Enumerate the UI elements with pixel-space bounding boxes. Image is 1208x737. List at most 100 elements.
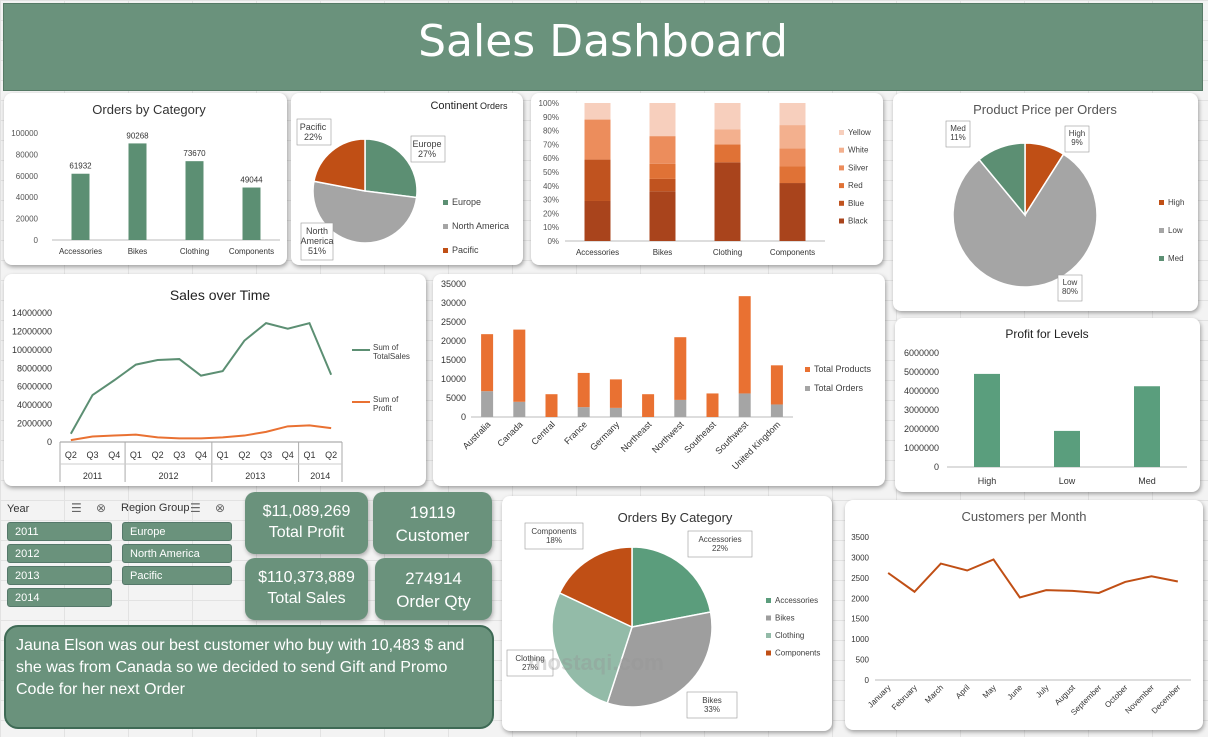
clear-filter-icon[interactable]: ⊗	[215, 501, 226, 515]
x-tick-label: Q3	[260, 450, 272, 460]
y-tick-label: 2000	[851, 594, 869, 603]
x-tick-label: June	[1006, 683, 1025, 702]
y-tick-label: 90%	[543, 113, 559, 122]
data-label: North America 51%	[300, 226, 333, 256]
y-tick-label: 10000000	[12, 345, 52, 355]
watermark: mostaqi.com	[528, 650, 664, 675]
y-tick-label: 80%	[543, 127, 559, 136]
continent-legend-swatch	[443, 224, 448, 229]
x-tick-label: Q2	[325, 450, 337, 460]
orders-by-category-pie-card[interactable]: Orders By Category Accessories 22% Bikes 33%…	[502, 496, 832, 731]
bar-segment	[577, 407, 590, 417]
customers-per-month-card[interactable]: Customers per Month 0 500 1000 1500 2000 2500 3…	[845, 500, 1203, 730]
continent-legend-label: Pacific	[452, 245, 479, 255]
obcpie-legend-label: Components	[775, 649, 820, 658]
x-tick-label: December	[1150, 683, 1183, 716]
clear-filter-icon[interactable]: ⊗	[96, 501, 107, 515]
customer-kpi: 19119 Customer	[373, 492, 492, 554]
bar-segment	[609, 407, 622, 417]
y-tick-label: 2000000	[17, 419, 52, 429]
slicer-region-north-america[interactable]: North America	[122, 544, 232, 563]
slicer-region-pacific[interactable]: Pacific	[122, 566, 232, 585]
color-legend-swatch	[839, 200, 844, 206]
bar-segment	[738, 393, 751, 417]
multiselect-icon[interactable]: ☰	[190, 501, 201, 515]
bar	[128, 143, 147, 240]
bar	[1134, 386, 1160, 467]
x-tick-label: Q3	[173, 450, 185, 460]
bar-segment	[649, 191, 676, 241]
bar	[242, 187, 261, 240]
y-tick-label: 60000	[16, 172, 39, 181]
continent-slice-1	[312, 180, 418, 244]
x-tick-label: February	[890, 683, 919, 712]
continent-slice-0	[364, 138, 418, 199]
color-legend-label: Red	[848, 181, 863, 190]
y-tick-label: 0	[34, 236, 39, 245]
year-slicer-title: Year	[7, 503, 30, 515]
color-legend-label: Silver	[848, 163, 868, 172]
bar-segment	[779, 125, 806, 149]
total-profit-kpi: $11,089,269 Total Profit	[245, 492, 368, 554]
series-line	[887, 558, 1179, 599]
chart-title: Orders By Category	[618, 510, 733, 525]
bar-segment	[779, 148, 806, 167]
slicer-year-2011[interactable]: 2011	[7, 522, 112, 541]
data-label: 90268	[126, 131, 149, 140]
sales-over-time-card[interactable]: Sales over Time 0 2000000 4000000 6000000 800…	[4, 274, 426, 486]
obcpie-slice-1	[606, 611, 713, 708]
x-tick-label: Q1	[130, 450, 142, 460]
y-tick-label: 0%	[547, 237, 559, 246]
bar	[974, 373, 1000, 467]
region-legend-swatch	[805, 367, 810, 372]
y-tick-label: 1500	[851, 615, 869, 624]
year-group-label: 2013	[245, 471, 265, 481]
bar-segment	[674, 399, 687, 417]
data-label: 61932	[69, 162, 92, 171]
y-tick-label: 15000	[441, 355, 466, 365]
data-label-box	[296, 118, 332, 146]
total-sales-label: Total Sales	[267, 590, 346, 607]
continent-orders-card[interactable]: Continent Orders Europe 27% North America 51%…	[291, 93, 523, 265]
region-products-card[interactable]: 0 5000 10000 15000 20000 25000 30000 35000 Austr…	[433, 274, 885, 486]
data-label: High 9%	[1069, 129, 1085, 147]
slicer-year-2012[interactable]: 2012	[7, 544, 112, 563]
y-tick-label: 25000	[441, 317, 466, 327]
y-tick-label: 1000	[851, 635, 869, 644]
x-tick-label: Q2	[65, 450, 77, 460]
price-legend-swatch	[1159, 200, 1164, 205]
slicer-region-europe[interactable]: Europe	[122, 522, 232, 541]
category-label: Low	[1059, 476, 1076, 486]
data-label: 73670	[183, 149, 206, 158]
order-qty-kpi: 274914 Order Qty	[375, 558, 492, 620]
slicer-year-2014[interactable]: 2014	[7, 588, 112, 607]
data-label: Med 11%	[950, 124, 966, 142]
multiselect-icon[interactable]: ☰	[71, 501, 82, 515]
y-tick-label: 30000	[441, 298, 466, 308]
y-tick-label: 30%	[543, 196, 559, 205]
profit-levels-card[interactable]: Profit for Levels 0 1000000 2000000 3000000 4…	[895, 318, 1200, 492]
total-profit-value: $11,089,269	[262, 503, 351, 520]
bar-segment	[481, 334, 494, 392]
color-mix-card[interactable]: 0% 10% 20% 30% 40% 50% 60% 70% 80% 90% 100% Accesso…	[531, 93, 883, 265]
region-legend-label: Total Products	[814, 364, 872, 374]
data-label-box	[687, 530, 753, 558]
color-legend-swatch	[839, 147, 844, 153]
year-group-label: 2014	[310, 471, 330, 481]
color-mix-chart: 0% 10% 20% 30% 40% 50% 60% 70% 80% 90% 100% Accesso…	[539, 99, 872, 257]
color-legend-swatch	[839, 130, 844, 135]
bar-segment	[770, 404, 783, 417]
y-tick-label: 8000000	[17, 363, 52, 373]
y-tick-label: 3500	[851, 533, 869, 542]
slicer-year-2013[interactable]: 2013	[7, 566, 112, 585]
product-price-card[interactable]: Product Price per Orders High 9% Low 80% Med 1…	[893, 93, 1198, 311]
category-label: Bikes	[653, 248, 673, 257]
y-tick-label: 3000000	[904, 405, 939, 415]
x-tick-label: Q1	[303, 450, 315, 460]
chart-title: Orders by Category	[92, 102, 206, 117]
category-label: Central	[529, 419, 557, 447]
bar-segment	[584, 119, 611, 160]
x-tick-label: Q4	[195, 450, 207, 460]
orders-by-category-card[interactable]: Orders by Category 0 20000 40000 60000 80000 1…	[4, 93, 287, 265]
y-tick-label: 4000000	[904, 386, 939, 396]
